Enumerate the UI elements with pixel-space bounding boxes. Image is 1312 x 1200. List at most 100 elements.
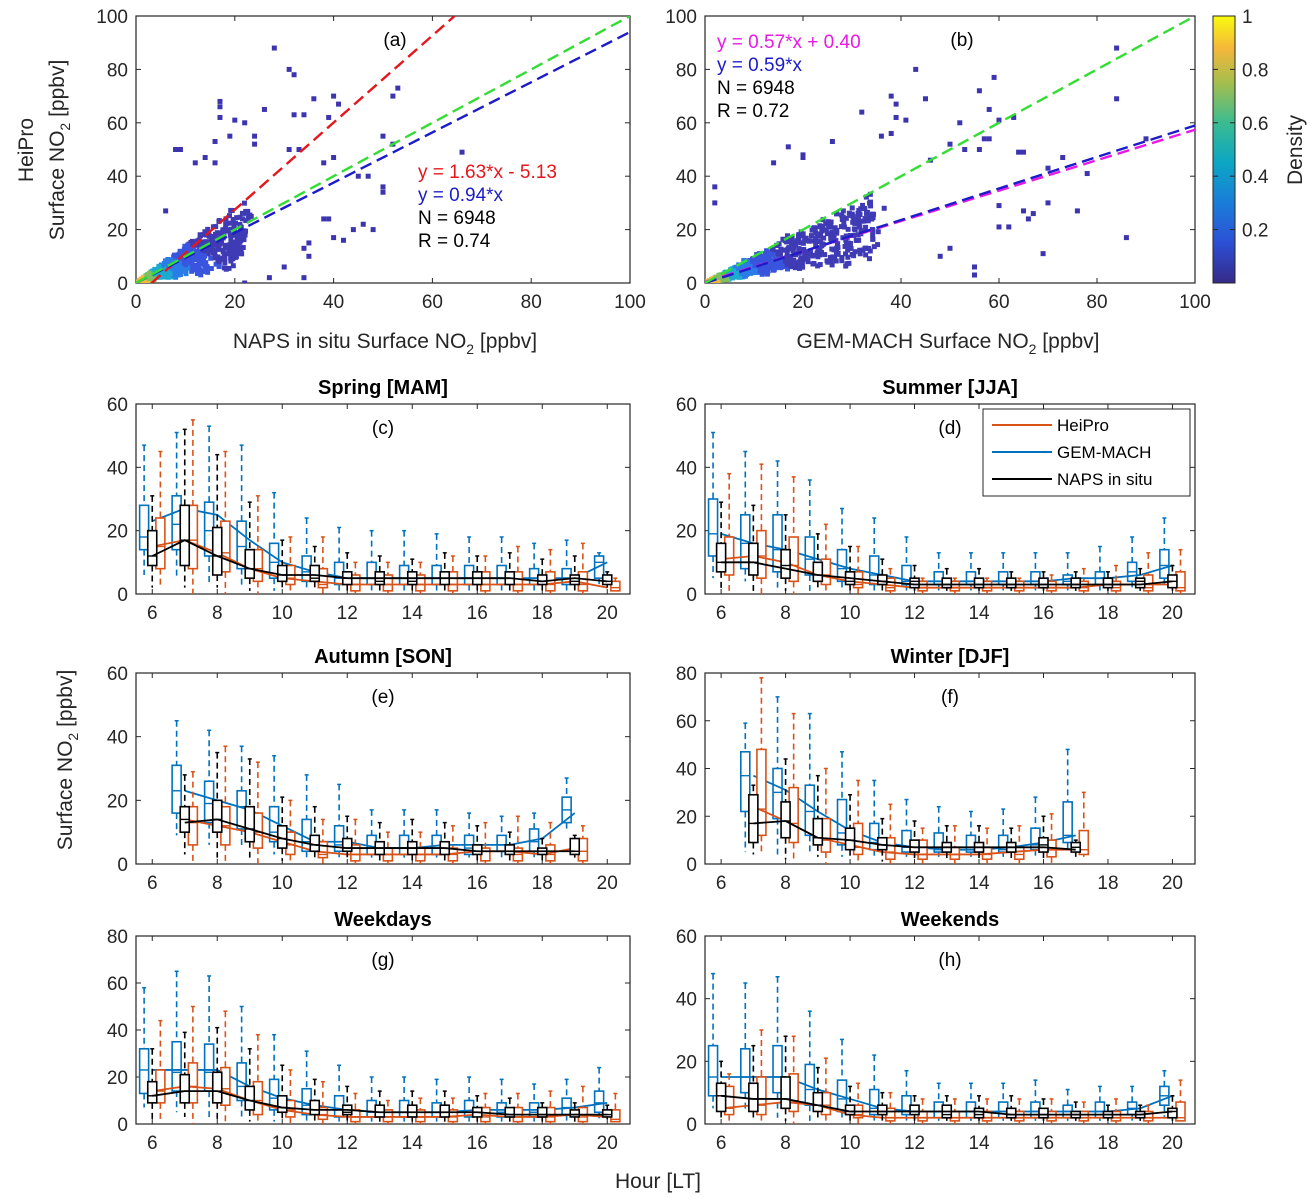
- axes-frame-b: [704, 15, 1196, 284]
- density-point: [239, 251, 245, 257]
- density-point: [202, 266, 208, 272]
- density-point: [183, 271, 189, 277]
- density-point: [819, 243, 825, 249]
- x-tick-label: 14: [402, 1133, 424, 1154]
- density-point: [213, 224, 219, 230]
- density-point: [805, 259, 811, 265]
- density-point: [233, 254, 239, 260]
- density-point: [187, 246, 193, 252]
- density-point: [834, 211, 840, 217]
- box: [374, 1104, 386, 1118]
- density-point: [191, 257, 197, 263]
- y-tick-label: 80: [107, 60, 128, 81]
- x-tick-label: 16: [467, 1133, 488, 1154]
- box: [715, 542, 727, 573]
- fit-annotation: y = 0.59*x: [717, 55, 803, 76]
- density-point: [823, 227, 829, 233]
- density-point: [242, 232, 248, 238]
- x-tick-label: 100: [614, 292, 646, 313]
- scatter-point: [1114, 96, 1120, 102]
- y-tick-label: 80: [676, 60, 697, 81]
- box: [812, 817, 824, 846]
- box: [504, 1106, 516, 1118]
- scatter-point: [212, 138, 218, 144]
- box: [739, 750, 751, 813]
- density-point: [767, 253, 773, 259]
- scatter-point: [340, 237, 346, 243]
- x-tick-label: 8: [780, 1133, 791, 1154]
- scatter-point: [217, 98, 223, 104]
- mean-line: [152, 1090, 608, 1116]
- box: [748, 1082, 759, 1113]
- density-point: [770, 247, 776, 253]
- x-tick-label: 80: [521, 292, 542, 313]
- density-point: [228, 249, 234, 255]
- box: [812, 1091, 824, 1113]
- density-point: [759, 271, 765, 277]
- density-point: [856, 208, 862, 214]
- density-point: [189, 260, 195, 266]
- scatter-point: [311, 96, 317, 102]
- density-point: [189, 266, 195, 272]
- density-point: [841, 220, 847, 226]
- box: [1167, 1107, 1178, 1119]
- density-point: [753, 257, 759, 263]
- density-point: [777, 251, 783, 257]
- density-point: [239, 229, 245, 235]
- box: [171, 764, 182, 814]
- density-point: [862, 216, 868, 222]
- scatter-point: [296, 147, 302, 152]
- scatter-point: [976, 147, 982, 152]
- fit-line: [705, 124, 1195, 283]
- density-point: [785, 246, 791, 252]
- box: [138, 504, 150, 551]
- density-point: [867, 191, 873, 197]
- density-point: [239, 210, 245, 216]
- x-tick-label: 8: [212, 1133, 223, 1154]
- density-point: [796, 247, 802, 253]
- scatter-point: [301, 245, 307, 251]
- density-point: [151, 276, 157, 282]
- box: [877, 574, 888, 586]
- scatter-point: [380, 133, 386, 139]
- axes-frame-h: [704, 935, 1196, 1125]
- scatter-point: [1006, 224, 1012, 230]
- density-point: [807, 238, 813, 244]
- panel-label: (f): [941, 687, 959, 708]
- scatter-point: [1016, 149, 1022, 155]
- scatter-point: [370, 227, 376, 233]
- y-tick-label: 20: [107, 791, 128, 812]
- density-point: [765, 269, 771, 275]
- density-point: [845, 254, 851, 260]
- scatter-point: [1084, 171, 1090, 177]
- density-point: [839, 258, 845, 264]
- density-point: [214, 230, 220, 236]
- scatter-point: [177, 147, 183, 152]
- box: [844, 827, 856, 851]
- x-tick-label: 18: [1097, 603, 1118, 624]
- density-point: [798, 240, 804, 246]
- y-tick-label: 40: [676, 760, 697, 781]
- x-tick-label: 18: [532, 603, 553, 624]
- density-point: [203, 260, 209, 266]
- x-tick-label: 14: [968, 873, 990, 894]
- density-point: [241, 200, 247, 206]
- scatter-point: [173, 147, 179, 152]
- scatter-point: [326, 216, 332, 222]
- scatter-point: [996, 224, 1002, 230]
- ylabel-a-line1: HeiPro: [15, 118, 38, 182]
- density-point: [217, 241, 223, 247]
- x-tick-label: 60: [422, 292, 443, 313]
- scatter-point: [202, 155, 208, 161]
- density-point: [233, 251, 239, 257]
- scatter-point: [286, 147, 292, 152]
- colorbar: 0.2 0.4 0.6 0.8 1: [1212, 7, 1269, 284]
- density-point: [862, 206, 868, 212]
- density-point: [741, 263, 747, 269]
- scatter-point: [217, 104, 223, 110]
- box: [610, 580, 621, 592]
- scatter-point: [291, 112, 297, 118]
- density-point: [855, 232, 861, 238]
- density-point: [170, 272, 176, 278]
- colorbar-tick-label: 0.2: [1242, 221, 1268, 242]
